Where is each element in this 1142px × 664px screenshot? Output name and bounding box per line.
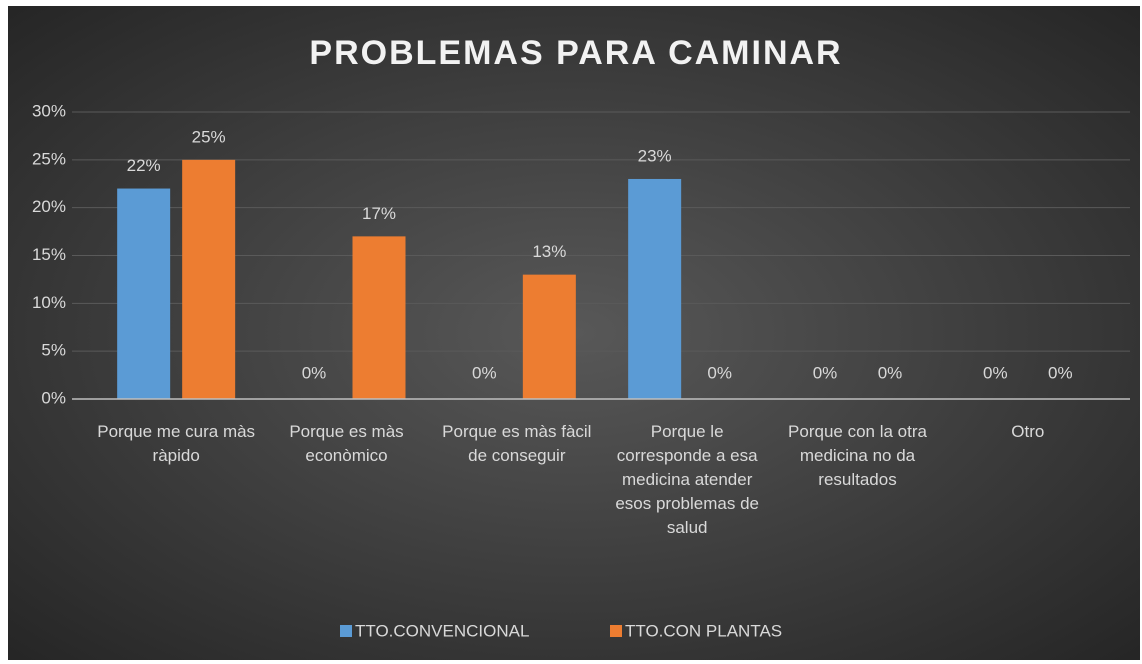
x-tick-label-line: Porque es màs fàcil xyxy=(442,422,591,441)
x-tick-label-line: Porque me cura màs xyxy=(97,422,255,441)
x-tick-label: Porque con la otra medicina no da resultad… xyxy=(788,422,927,489)
value-label: 0% xyxy=(707,363,732,382)
x-tick-label-line: de conseguir xyxy=(468,446,566,465)
legend-swatch xyxy=(610,625,622,637)
x-tick-label-line: resultados xyxy=(818,470,896,489)
x-tick-label-line: medicina atender xyxy=(622,470,753,489)
legend-swatch xyxy=(340,625,352,637)
x-tick-label-line: ràpido xyxy=(153,446,200,465)
value-label: 13% xyxy=(532,242,566,261)
value-label: 0% xyxy=(472,363,497,382)
value-label: 0% xyxy=(1048,363,1073,382)
x-tick-label: Porque es màs fàcil de conseguir xyxy=(442,422,591,465)
x-tick-label-line: Otro xyxy=(1011,422,1044,441)
x-tick-label-line: Porque con la otra xyxy=(788,422,927,441)
legend-label: TTO.CON PLANTAS xyxy=(625,621,782,640)
bar xyxy=(522,274,576,399)
y-tick-label: 30% xyxy=(32,101,66,120)
value-label: 0% xyxy=(813,363,838,382)
value-label: 25% xyxy=(192,127,226,146)
x-tick-label-line: corresponde a esa xyxy=(617,446,758,465)
y-tick-label: 15% xyxy=(32,245,66,264)
bar xyxy=(182,159,236,399)
bar xyxy=(628,178,682,399)
x-tick-label-line: Porque le xyxy=(651,422,724,441)
x-tick-label: Otro xyxy=(1011,422,1044,441)
x-tick-label-line: econòmico xyxy=(305,446,387,465)
x-tick-label-line: medicina no da xyxy=(800,446,916,465)
y-tick-label: 20% xyxy=(32,197,66,216)
x-tick-label-line: salud xyxy=(667,518,708,537)
y-tick-label: 25% xyxy=(32,149,66,168)
chart-title: PROBLEMAS PARA CAMINAR xyxy=(309,34,842,72)
x-tick-label-line: esos problemas de xyxy=(615,494,759,513)
x-tick-label-line: Porque es màs xyxy=(289,422,403,441)
value-label: 0% xyxy=(302,363,327,382)
value-label: 22% xyxy=(127,156,161,175)
x-tick-label: Porque es màs econòmico xyxy=(289,422,403,465)
bar xyxy=(352,236,406,399)
y-tick-label: 0% xyxy=(41,388,66,407)
value-label: 0% xyxy=(878,363,903,382)
value-label: 0% xyxy=(983,363,1008,382)
value-label: 23% xyxy=(638,146,672,165)
value-label: 17% xyxy=(362,204,396,223)
y-tick-label: 5% xyxy=(41,341,66,360)
x-tick-label: Porque le corresponde a esa medicina atend… xyxy=(615,422,759,537)
bar xyxy=(117,188,171,399)
y-tick-label: 10% xyxy=(32,293,66,312)
legend-label: TTO.CONVENCIONAL xyxy=(355,621,529,640)
x-tick-label: Porque me cura màs ràpido xyxy=(97,422,255,465)
